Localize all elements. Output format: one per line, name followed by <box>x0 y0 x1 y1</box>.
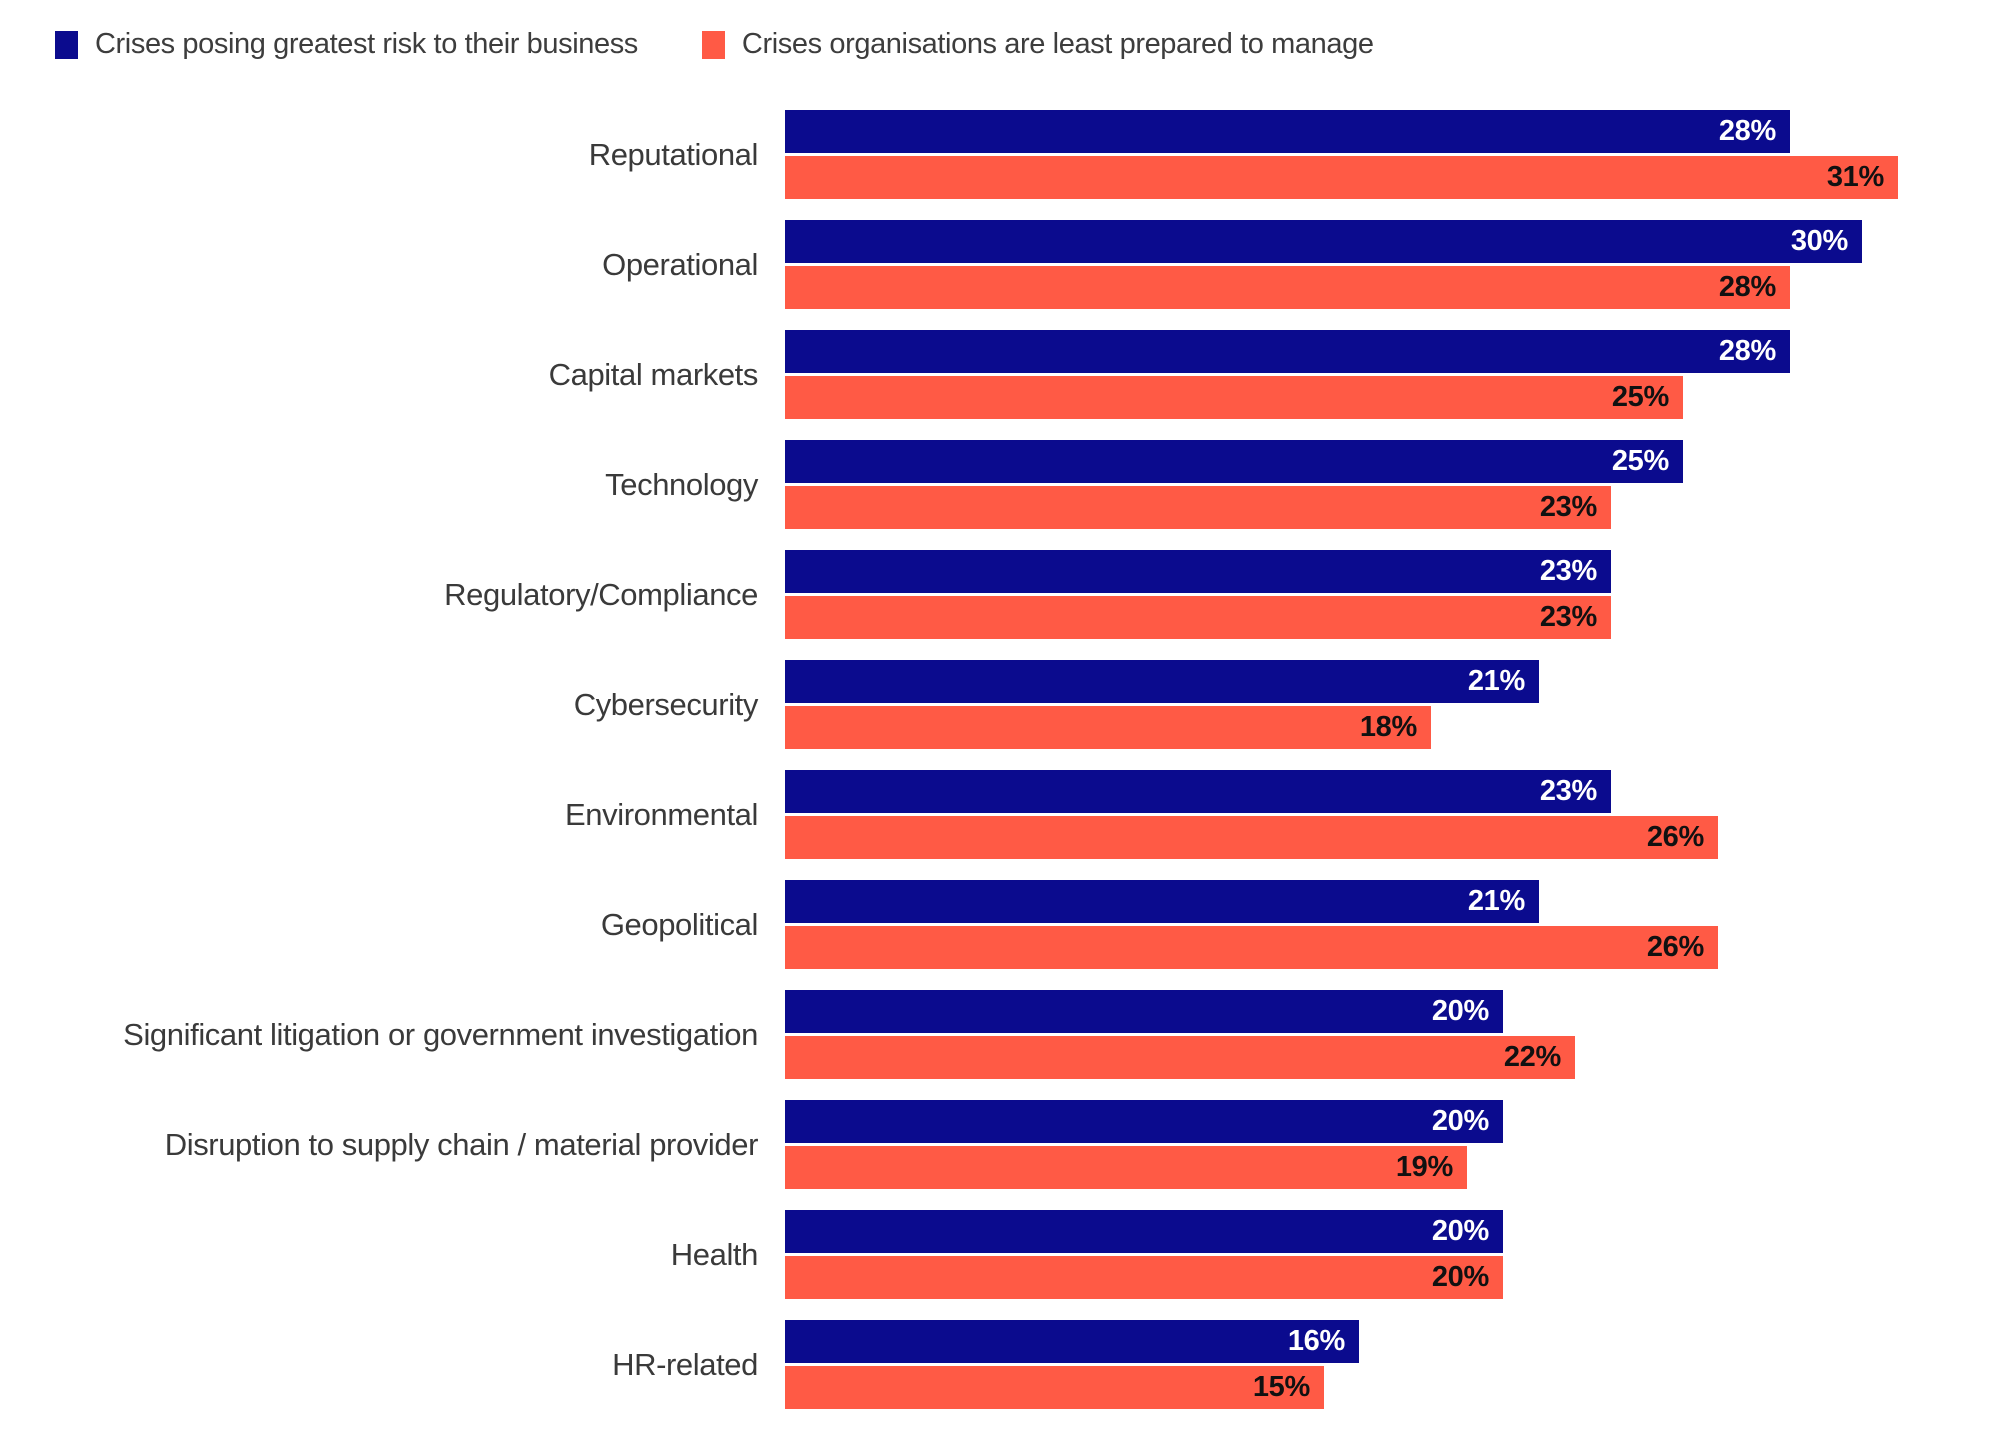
category-row: Health 20% 20% <box>0 1210 2000 1299</box>
value-label: 23% <box>1539 491 1597 523</box>
category-label: Health <box>670 1236 759 1272</box>
bar-group: 16% 15% <box>785 1320 1359 1409</box>
bar-greatest-risk: 23% <box>785 770 1611 813</box>
value-label: 20% <box>1431 1215 1489 1247</box>
legend-label-least-prepared: Crises organisations are least prepared … <box>741 28 1374 60</box>
bar-rows: Reputational 28% 31% Operational 30% 28% Capit… <box>0 110 2000 1430</box>
category-row: Operational 30% 28% <box>0 220 2000 309</box>
legend-label-greatest-risk: Crises posing greatest risk to their bus… <box>95 28 638 60</box>
bar-greatest-risk: 28% <box>785 110 1790 153</box>
category-row: Geopolitical 21% 26% <box>0 880 2000 969</box>
category-row: Technology 25% 23% <box>0 440 2000 529</box>
bar-group: 20% 19% <box>785 1100 1503 1189</box>
bar-group: 28% 25% <box>785 330 1790 419</box>
value-label: 20% <box>1431 1261 1489 1293</box>
category-row: HR-related 16% 15% <box>0 1320 2000 1409</box>
bar-group: 23% 26% <box>785 770 1718 859</box>
category-label: Operational <box>602 246 758 282</box>
bar-greatest-risk: 28% <box>785 330 1790 373</box>
bar-group: 30% 28% <box>785 220 1862 309</box>
category-row: Environmental 23% 26% <box>0 770 2000 859</box>
value-label: 21% <box>1467 665 1525 697</box>
value-label: 23% <box>1539 601 1597 633</box>
legend-swatch-coral <box>701 30 725 59</box>
category-label: Technology <box>605 466 758 502</box>
bar-least-prepared: 15% <box>785 1366 1324 1409</box>
value-label: 20% <box>1431 1105 1489 1137</box>
bar-greatest-risk: 20% <box>785 1210 1503 1253</box>
category-row: Regulatory/Compliance 23% 23% <box>0 550 2000 639</box>
value-label: 28% <box>1718 115 1776 147</box>
bar-greatest-risk: 23% <box>785 550 1611 593</box>
category-label: Reputational <box>588 136 759 172</box>
bar-least-prepared: 25% <box>785 376 1683 419</box>
bar-group: 25% 23% <box>785 440 1683 529</box>
value-label: 18% <box>1359 711 1417 743</box>
bar-greatest-risk: 21% <box>785 880 1539 923</box>
bar-group: 21% 18% <box>785 660 1539 749</box>
bar-least-prepared: 31% <box>785 156 1898 199</box>
value-label: 22% <box>1503 1041 1561 1073</box>
value-label: 15% <box>1252 1371 1310 1403</box>
value-label: 16% <box>1287 1325 1345 1357</box>
category-row: Disruption to supply chain / material pr… <box>0 1100 2000 1189</box>
category-label: HR-related <box>612 1346 758 1382</box>
bar-group: 28% 31% <box>785 110 1898 199</box>
bar-least-prepared: 20% <box>785 1256 1503 1299</box>
bar-greatest-risk: 20% <box>785 1100 1503 1143</box>
value-label: 21% <box>1467 885 1525 917</box>
bar-least-prepared: 22% <box>785 1036 1575 1079</box>
category-label: Geopolitical <box>600 906 759 942</box>
value-label: 25% <box>1611 381 1669 413</box>
category-label: Regulatory/Compliance <box>444 576 758 612</box>
category-row: Cybersecurity 21% 18% <box>0 660 2000 749</box>
bar-group: 21% 26% <box>785 880 1718 969</box>
bar-least-prepared: 23% <box>785 596 1611 639</box>
bar-least-prepared: 26% <box>785 926 1718 969</box>
category-label: Cybersecurity <box>573 686 759 722</box>
value-label: 23% <box>1539 555 1597 587</box>
legend-item-least-prepared: Crises organisations are least prepared … <box>701 28 1374 61</box>
legend-item-greatest-risk: Crises posing greatest risk to their bus… <box>55 28 638 61</box>
bar-greatest-risk: 25% <box>785 440 1683 483</box>
bar-least-prepared: 28% <box>785 266 1790 309</box>
category-label: Significant litigation or government inv… <box>123 1016 758 1052</box>
category-row: Capital markets 28% 25% <box>0 330 2000 419</box>
bar-least-prepared: 23% <box>785 486 1611 529</box>
bar-greatest-risk: 20% <box>785 990 1503 1033</box>
bar-least-prepared: 18% <box>785 706 1431 749</box>
value-label: 19% <box>1395 1151 1453 1183</box>
bar-greatest-risk: 30% <box>785 220 1862 263</box>
category-label: Environmental <box>565 796 758 832</box>
category-label: Capital markets <box>548 356 759 392</box>
bar-least-prepared: 19% <box>785 1146 1467 1189</box>
bar-group: 20% 22% <box>785 990 1575 1079</box>
value-label: 26% <box>1646 931 1704 963</box>
value-label: 28% <box>1718 271 1776 303</box>
value-label: 25% <box>1611 445 1669 477</box>
category-row: Reputational 28% 31% <box>0 110 2000 199</box>
category-row: Significant litigation or government inv… <box>0 990 2000 1079</box>
bar-least-prepared: 26% <box>785 816 1718 859</box>
bar-greatest-risk: 21% <box>785 660 1539 703</box>
category-label: Disruption to supply chain / material pr… <box>164 1126 759 1162</box>
legend: Crises posing greatest risk to their bus… <box>55 28 1374 61</box>
value-label: 30% <box>1790 225 1848 257</box>
bar-group: 20% 20% <box>785 1210 1503 1299</box>
value-label: 28% <box>1718 335 1776 367</box>
bar-group: 23% 23% <box>785 550 1611 639</box>
bar-greatest-risk: 16% <box>785 1320 1359 1363</box>
value-label: 20% <box>1431 995 1489 1027</box>
value-label: 26% <box>1646 821 1704 853</box>
legend-swatch-navy <box>55 30 78 59</box>
value-label: 23% <box>1539 775 1597 807</box>
value-label: 31% <box>1826 161 1884 193</box>
